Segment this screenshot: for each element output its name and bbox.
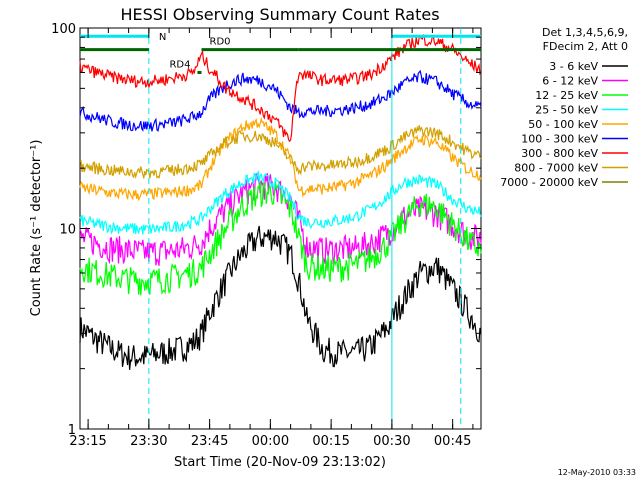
series-line bbox=[79, 69, 482, 132]
x-tick-label: 23:45 bbox=[191, 434, 228, 449]
series-line bbox=[79, 225, 482, 370]
legend-header-1: Det 1,3,4,5,6,9, bbox=[542, 26, 628, 39]
x-tick-label: 23:15 bbox=[69, 434, 106, 449]
series-line bbox=[79, 173, 482, 266]
y-axis-label: Count Rate (s⁻¹ detector⁻¹) bbox=[29, 140, 44, 317]
series-line bbox=[79, 33, 482, 143]
y-tick-label: 1 bbox=[68, 423, 76, 438]
series-line bbox=[79, 181, 482, 296]
legend-label: 3 - 6 keV bbox=[549, 60, 598, 73]
x-tick-label: 00:45 bbox=[434, 434, 471, 449]
x-tick-label: 23:30 bbox=[130, 434, 167, 449]
legend-label: 50 - 100 keV bbox=[528, 118, 598, 131]
flag-label: RD4 bbox=[169, 59, 190, 70]
legend-label: 100 - 300 keV bbox=[521, 133, 598, 146]
legend-label: 6 - 12 keV bbox=[542, 75, 598, 88]
x-axis-label: Start Time (20-Nov-09 23:13:02) bbox=[174, 455, 386, 470]
flag-label: N bbox=[159, 32, 166, 43]
x-tick-label: 00:30 bbox=[373, 434, 410, 449]
y-tick-label: 100 bbox=[51, 22, 76, 37]
legend-label: 12 - 25 keV bbox=[535, 89, 598, 102]
legend-label: 25 - 50 keV bbox=[535, 104, 598, 117]
chart-title: HESSI Observing Summary Count Rates bbox=[120, 5, 439, 24]
legend-label: 800 - 7000 keV bbox=[514, 162, 598, 175]
legend-label: 7000 - 20000 keV bbox=[500, 176, 598, 189]
footer-date: 12-May-2010 03:33 bbox=[558, 468, 636, 477]
legend-label: 300 - 800 keV bbox=[521, 147, 598, 160]
y-tick-label: 10 bbox=[59, 223, 76, 238]
x-tick-label: 00:15 bbox=[312, 434, 349, 449]
flag-label: RD0 bbox=[210, 37, 231, 48]
series-line bbox=[79, 169, 482, 235]
series-line bbox=[79, 125, 482, 180]
legend-header-2: FDecim 2, Att 0 bbox=[543, 40, 628, 53]
x-tick-label: 00:00 bbox=[252, 434, 289, 449]
